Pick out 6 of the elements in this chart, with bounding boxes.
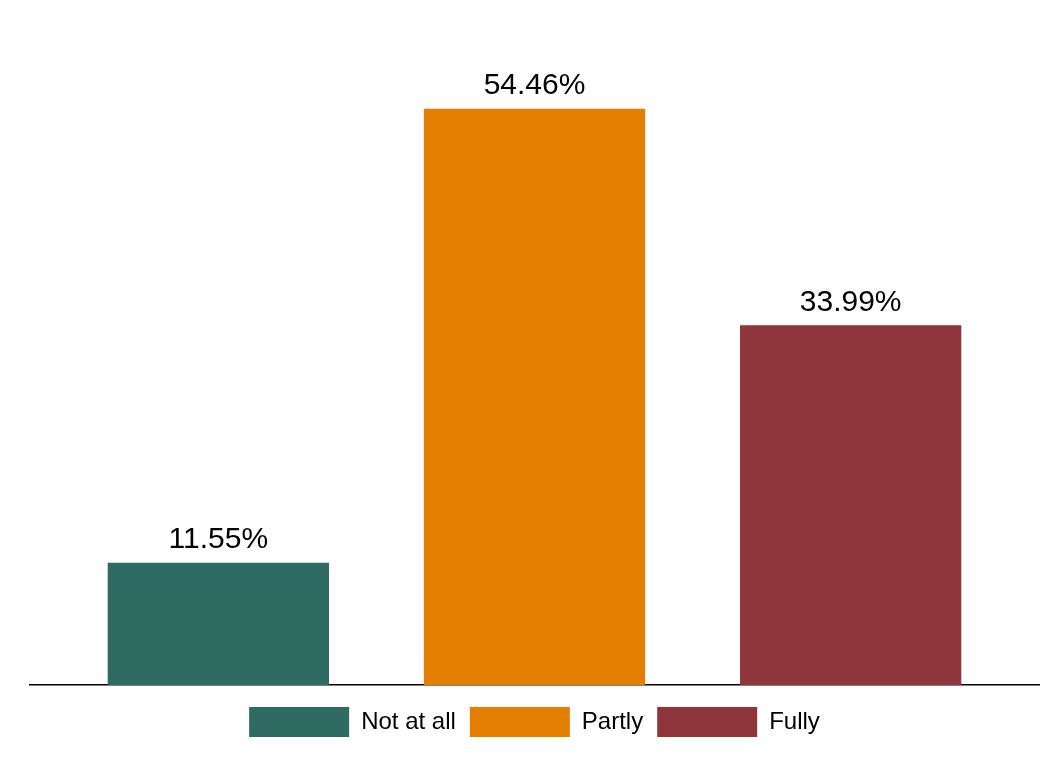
legend-label: Fully: [769, 706, 820, 734]
legend-label: Partly: [581, 706, 644, 734]
data-label: 11.55%: [168, 521, 269, 555]
data-label: 33.99%: [799, 283, 902, 317]
data-label: 54.46%: [483, 66, 586, 100]
legend-label: Not at all: [361, 706, 456, 734]
